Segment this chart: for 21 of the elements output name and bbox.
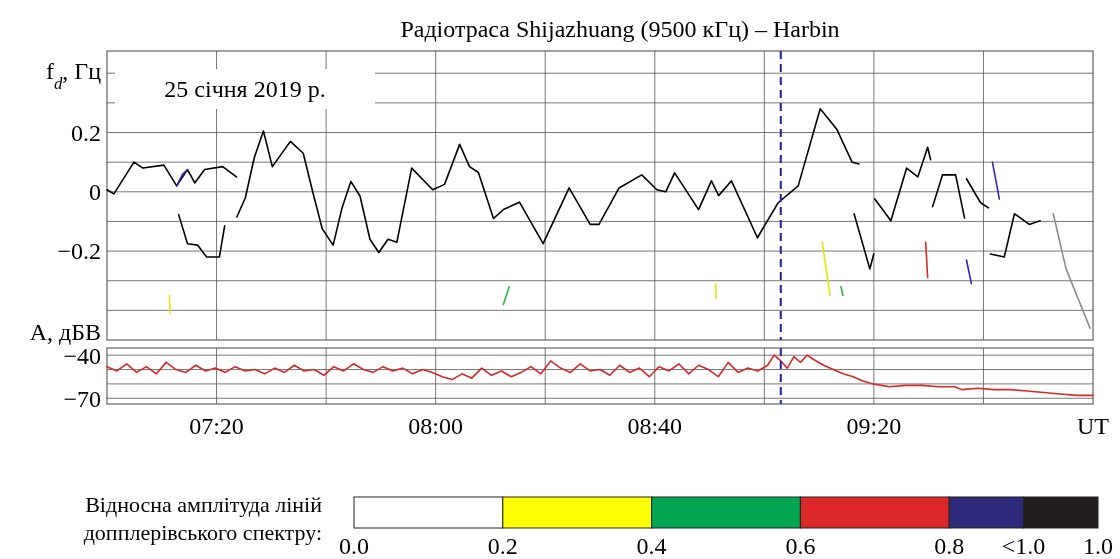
- color-bar-label: <1.0: [1001, 533, 1046, 559]
- y-axis-title: A, дБВ: [29, 319, 101, 345]
- color-bar-label: 0.8: [934, 533, 965, 559]
- annotation: 25 січня 2019 р.: [164, 76, 326, 102]
- x-tick-label: 08:00: [408, 413, 463, 439]
- x-tick-label: 07:20: [189, 413, 244, 439]
- x-tick-label: 08:40: [627, 413, 683, 439]
- color-bar-label: 0.2: [487, 533, 518, 559]
- color-bar-label: 0.0: [339, 533, 369, 559]
- y-tick-label: 0: [89, 179, 101, 206]
- x-axis-title: UT: [1077, 413, 1110, 439]
- color-bar-label: 0.4: [636, 533, 667, 559]
- y-axis-title: f$_{d}$, Гц: [45, 58, 102, 93]
- color-bar-label: 1.0: [1083, 533, 1113, 559]
- chart-title: Радіотраса Shijazhuang (9500 кГц) – Harbin: [400, 16, 840, 42]
- color-bar-title: Відносна амплітуда ліній допплерівського спектру:: [83, 492, 323, 545]
- y-tick-label: −0.2: [57, 238, 101, 265]
- y-tick-label: −70: [63, 385, 101, 412]
- x-tick-label: 09:20: [846, 413, 902, 439]
- y-tick-label: 0.2: [71, 119, 101, 146]
- color-bar-label: 0.6: [785, 533, 816, 559]
